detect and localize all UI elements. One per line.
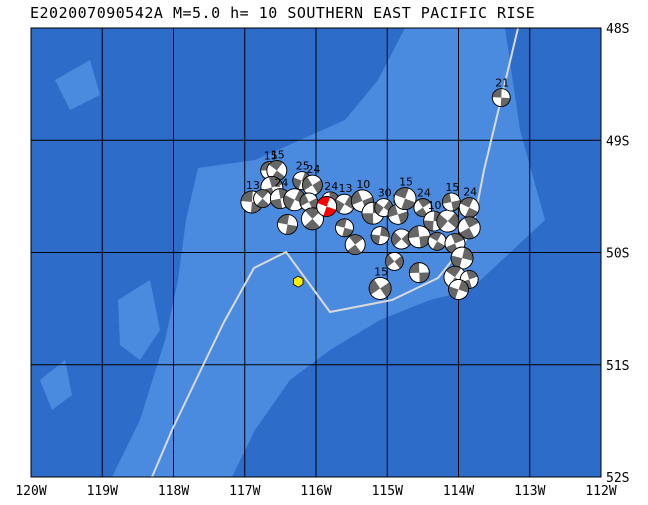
focal-mechanism (441, 192, 461, 212)
focal-mechanism (301, 207, 324, 231)
depth-label: 24 (324, 180, 338, 193)
focal-mechanism (370, 226, 390, 246)
focal-mechanism (391, 228, 412, 250)
lat-label: 51S (606, 359, 629, 374)
depth-label: 15 (374, 265, 388, 278)
depth-label: 15 (264, 150, 278, 163)
lon-label: 116W (300, 484, 331, 499)
depth-label: 13 (246, 179, 260, 192)
focal-mechanism (253, 189, 272, 209)
depth-label: 30 (378, 187, 392, 200)
focal-mechanism (302, 174, 323, 196)
map-border (30, 27, 602, 478)
depth-label: 15 (445, 181, 459, 194)
focal-mechanism (368, 277, 392, 300)
focal-mechanism (491, 88, 511, 107)
lat-label: 52S (606, 471, 629, 486)
lon-label: 118W (158, 484, 189, 499)
depth-label: 15 (271, 149, 285, 162)
depth-label: 15 (399, 176, 413, 189)
lon-label: 119W (87, 484, 118, 499)
epicenter-marker (292, 275, 304, 288)
focal-mechanisms: 15152524132424131030151524101015241521 (240, 77, 511, 300)
focal-mechanism (457, 216, 481, 240)
focal-mechanism (277, 214, 298, 235)
lon-label: 120W (15, 484, 46, 499)
depth-label: 10 (428, 199, 442, 212)
focal-mechanism (266, 160, 288, 181)
focal-mechanism (450, 246, 474, 270)
depth-label: 21 (495, 77, 509, 90)
plate-boundary-line (151, 28, 519, 477)
longitude-labels: 120W 119W 118W 117W 116W 115W 114W 113W 112W (15, 484, 616, 499)
focal-mechanism (344, 234, 366, 256)
focal-mechanism (408, 262, 430, 284)
focal-mechanism (335, 218, 354, 238)
focal-mechanism (427, 231, 447, 251)
lon-label: 117W (229, 484, 260, 499)
lon-label: 115W (372, 484, 403, 499)
lon-label: 112W (585, 484, 616, 499)
depth-label: 24 (274, 177, 288, 190)
map-frame: 15152524132424131030151524101015241521 (30, 27, 602, 478)
ridge-shallow-patch (55, 60, 100, 110)
lon-label: 113W (514, 484, 545, 499)
map-title: E202007090542A M=5.0 h= 10 SOUTHERN EAST… (30, 4, 536, 22)
focal-mechanism (387, 203, 409, 225)
focal-mechanism (458, 197, 480, 219)
depth-label: 25 (296, 160, 310, 173)
lat-label: 48S (606, 22, 629, 37)
lat-label: 49S (606, 134, 629, 149)
focal-mechanism (436, 209, 460, 233)
focal-mechanism (448, 279, 469, 300)
depth-label: 10 (356, 178, 370, 191)
lat-label: 50S (606, 247, 629, 262)
depth-label: 13 (339, 182, 353, 195)
ridge-shallow-patch (118, 280, 160, 360)
lon-label: 114W (443, 484, 474, 499)
main-event (316, 196, 338, 217)
depth-label: 24 (417, 187, 431, 200)
depth-label: 24 (463, 186, 477, 199)
epicenter-hexagon (292, 275, 304, 288)
depth-label: 24 (306, 163, 320, 176)
focal-mechanism (407, 225, 431, 249)
ridge-shallow-patch (40, 360, 72, 410)
main-event-mechanism (316, 196, 338, 217)
latitude-labels: 48S 49S 50S 51S 52S (606, 22, 629, 486)
focal-mechanism (384, 252, 404, 271)
